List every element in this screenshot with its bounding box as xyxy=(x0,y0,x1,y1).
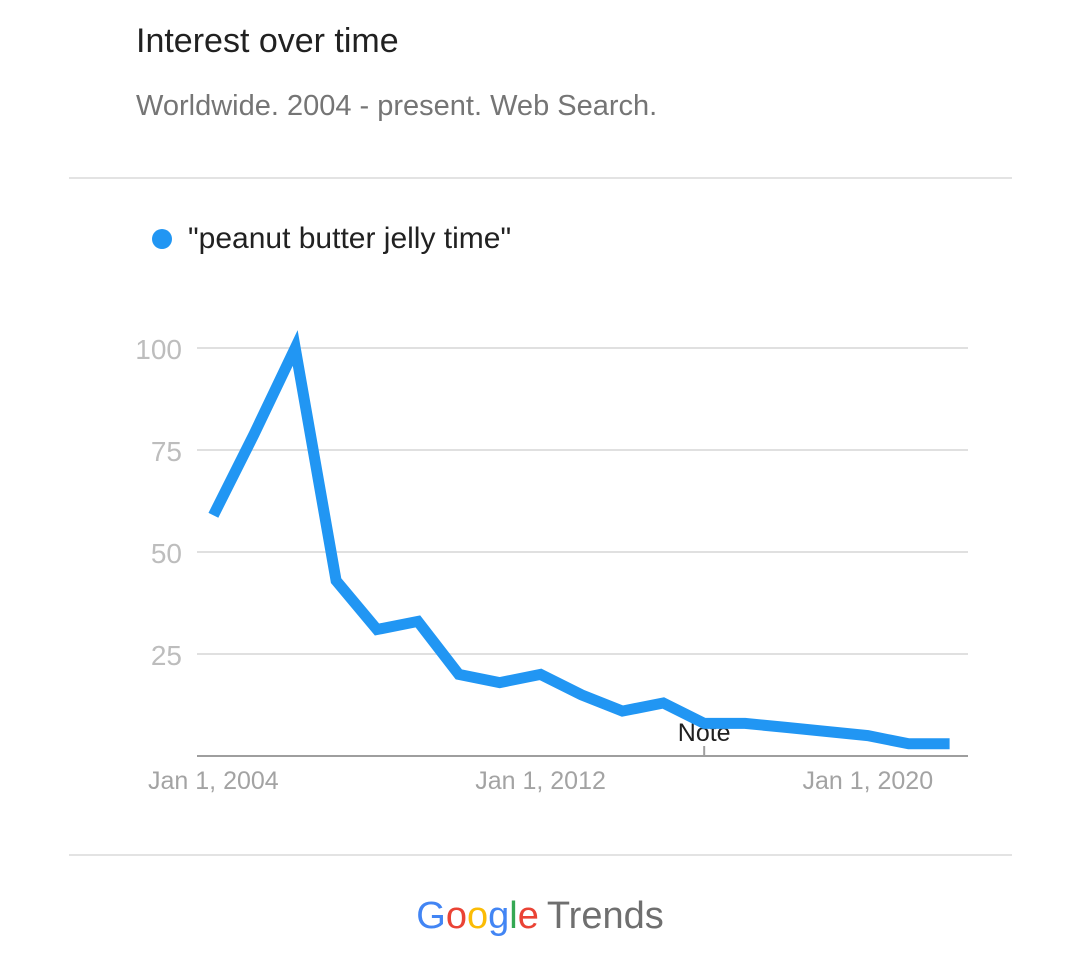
data-point xyxy=(866,734,870,738)
data-point xyxy=(293,346,297,350)
data-point xyxy=(907,742,911,746)
top-divider xyxy=(69,177,1012,179)
data-point xyxy=(211,513,215,517)
x-tick-label: Jan 1, 2004 xyxy=(148,767,279,795)
data-point xyxy=(375,628,379,632)
legend-dot xyxy=(152,229,172,249)
google-wordmark: Google xyxy=(416,895,539,937)
data-point xyxy=(457,672,461,676)
data-point xyxy=(948,742,952,746)
data-point xyxy=(539,672,543,676)
y-tick-label: 75 xyxy=(151,436,182,467)
x-tick-label: Jan 1, 2020 xyxy=(802,767,933,795)
data-point xyxy=(661,701,665,705)
series-line xyxy=(208,330,950,750)
google-letter: l xyxy=(509,895,518,937)
page-subtitle: Worldwide. 2004 - present. Web Search. xyxy=(136,90,658,122)
page-title: Interest over time xyxy=(136,22,399,60)
legend-label: "peanut butter jelly time" xyxy=(188,222,512,255)
data-point xyxy=(784,725,788,729)
google-letter: G xyxy=(416,895,446,937)
google-letter: g xyxy=(488,895,510,937)
data-point xyxy=(620,709,624,713)
data-point xyxy=(416,619,420,623)
data-point xyxy=(579,693,583,697)
google-letter: o xyxy=(445,895,467,937)
data-point xyxy=(702,721,706,725)
y-tick-label: 100 xyxy=(135,334,182,365)
data-point xyxy=(825,730,829,734)
data-point xyxy=(498,681,502,685)
y-tick-label: 25 xyxy=(151,640,182,671)
data-point xyxy=(334,579,338,583)
x-tick-label: Jan 1, 2012 xyxy=(475,767,606,795)
data-point xyxy=(743,721,747,725)
bottom-divider xyxy=(69,854,1012,856)
y-tick-label: 50 xyxy=(151,538,182,569)
google-letter: e xyxy=(517,895,539,937)
trends-wordmark: Trends xyxy=(546,895,664,937)
data-point xyxy=(252,432,256,436)
legend: "peanut butter jelly time" xyxy=(152,222,511,256)
google-trends-logo: Google Trends xyxy=(0,895,1080,938)
google-letter: o xyxy=(466,895,489,937)
